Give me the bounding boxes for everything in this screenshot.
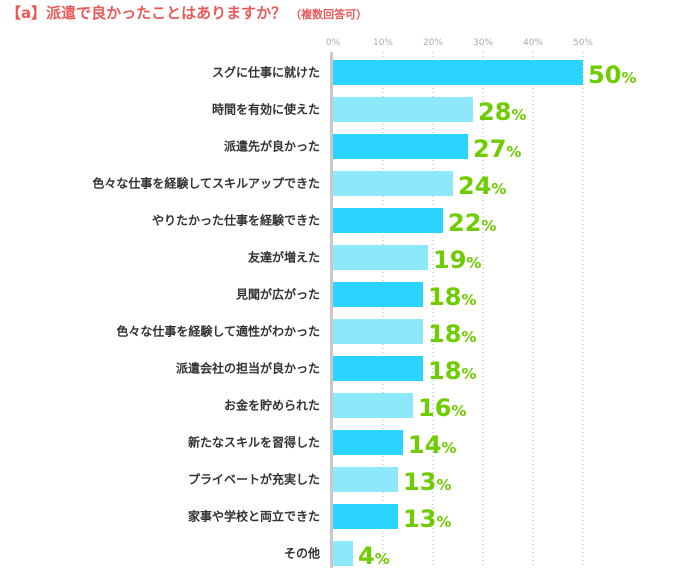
bar [333,245,428,270]
tick-label: 50% [573,38,593,48]
title-sub: （複数回答可） [290,8,368,21]
percent-sign: % [621,69,636,87]
percent-sign: % [441,439,456,457]
category-label: 見聞が広がった [235,287,320,302]
bar [333,356,423,381]
percent-sign: % [466,254,481,272]
bar [333,134,468,159]
percent-sign: % [461,328,476,346]
tick-label: 30% [473,38,493,48]
percent-sign: % [461,291,476,309]
category-label: その他 [284,546,320,561]
category-label: 時間を有効に使えた [212,102,320,117]
value-label: 28% [478,98,526,126]
bar [333,504,398,529]
value-label: 4% [358,542,390,570]
tick-label: 0% [326,38,341,48]
category-label: 色々な仕事を経験してスキルアップできた [92,176,320,191]
value-label: 16% [418,394,466,422]
chart-title: 【a】派遣で良かったことはありますか？ （複数回答可） [6,2,367,23]
bar [333,171,453,196]
value-label: 18% [428,320,476,348]
category-label: 友達が増えた [247,250,320,265]
y-axis-line [330,52,333,568]
title-main: 【a】派遣で良かったことはありますか？ [6,4,287,22]
value-label: 14% [408,431,456,459]
category-label: お金を貯められた [224,398,320,413]
percent-sign: % [436,513,451,531]
percent-sign: % [511,106,526,124]
category-label: スグに仕事に就けた [212,65,320,80]
percent-sign: % [461,365,476,383]
value-label: 19% [433,246,481,274]
value-label: 18% [428,357,476,385]
bar [333,60,583,85]
category-label: 色々な仕事を経験して適性がわかった [116,324,320,339]
tick-label: 40% [523,38,543,48]
value-label: 24% [458,172,506,200]
category-label: 新たなスキルを習得した [188,435,320,450]
category-label: プライベートが充実した [188,472,320,487]
value-label: 13% [403,468,451,496]
percent-sign: % [451,402,466,420]
bar [333,319,423,344]
tick-label: 20% [423,38,443,48]
value-label: 13% [403,505,451,533]
bar [333,541,353,566]
percent-sign: % [491,180,506,198]
percent-sign: % [506,143,521,161]
bar [333,430,403,455]
bar [333,467,398,492]
value-label: 18% [428,283,476,311]
bar [333,393,413,418]
category-label: 派遣会社の担当が良かった [176,361,320,376]
percent-sign: % [436,476,451,494]
value-label: 22% [448,209,496,237]
percent-sign: % [375,550,390,568]
category-label: やりたかった仕事を経験できた [152,213,320,228]
bar [333,208,443,233]
bar [333,97,473,122]
percent-sign: % [481,217,496,235]
tick-label: 10% [373,38,393,48]
value-label: 27% [473,135,521,163]
bar [333,282,423,307]
category-label: 派遣先が良かった [224,139,320,154]
value-label: 50% [588,61,636,89]
category-label: 家事や学校と両立できた [188,509,320,524]
